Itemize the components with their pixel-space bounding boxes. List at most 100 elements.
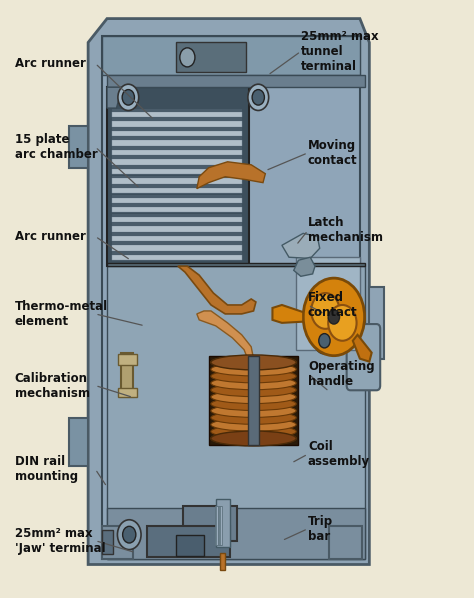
Ellipse shape: [211, 411, 296, 424]
Text: Thermo-metal
element: Thermo-metal element: [15, 300, 108, 328]
Bar: [102, 36, 360, 559]
Bar: [112, 118, 242, 121]
Circle shape: [328, 305, 356, 341]
Bar: [118, 354, 137, 365]
Circle shape: [180, 48, 195, 67]
Bar: [112, 150, 242, 155]
Bar: [218, 506, 219, 545]
Bar: [112, 245, 242, 251]
Bar: [102, 530, 113, 554]
Text: Moving
contact: Moving contact: [308, 139, 357, 167]
Polygon shape: [178, 266, 256, 314]
Bar: [107, 266, 365, 559]
Polygon shape: [369, 287, 383, 359]
Bar: [112, 223, 242, 225]
Ellipse shape: [211, 363, 296, 376]
Text: DIN rail
mounting: DIN rail mounting: [15, 455, 78, 483]
Circle shape: [314, 328, 335, 354]
Polygon shape: [107, 87, 121, 108]
Circle shape: [319, 334, 330, 348]
Ellipse shape: [211, 425, 296, 438]
Bar: [107, 508, 365, 559]
Bar: [112, 194, 242, 197]
Bar: [112, 175, 242, 178]
Bar: [112, 109, 242, 111]
Polygon shape: [88, 19, 369, 565]
Bar: [107, 75, 365, 87]
Bar: [107, 263, 365, 266]
Circle shape: [328, 310, 339, 324]
Bar: [112, 207, 242, 212]
Bar: [112, 131, 242, 136]
Bar: [112, 252, 242, 254]
Bar: [102, 36, 360, 75]
Bar: [112, 157, 242, 159]
Polygon shape: [294, 257, 315, 276]
Bar: [102, 526, 133, 559]
Bar: [112, 169, 242, 174]
Bar: [112, 213, 242, 216]
Ellipse shape: [211, 404, 296, 417]
Bar: [112, 255, 242, 260]
Bar: [112, 166, 242, 169]
Bar: [112, 226, 242, 231]
Bar: [147, 526, 230, 557]
Bar: [112, 128, 242, 130]
Ellipse shape: [211, 390, 296, 404]
Polygon shape: [353, 335, 372, 362]
Bar: [182, 506, 237, 541]
Bar: [112, 141, 242, 146]
Ellipse shape: [211, 355, 296, 370]
Polygon shape: [69, 419, 88, 466]
Bar: [118, 389, 137, 398]
Ellipse shape: [211, 377, 296, 390]
Bar: [107, 87, 249, 266]
Bar: [112, 160, 242, 165]
Bar: [112, 147, 242, 150]
Bar: [220, 506, 222, 545]
Text: Coil
assembly: Coil assembly: [308, 440, 370, 468]
Bar: [121, 353, 133, 398]
Bar: [175, 42, 246, 72]
Bar: [248, 356, 259, 445]
Bar: [112, 112, 242, 117]
Ellipse shape: [211, 383, 296, 396]
Circle shape: [248, 84, 269, 111]
Text: Latch
mechanism: Latch mechanism: [308, 216, 383, 245]
Bar: [112, 197, 242, 203]
Bar: [112, 236, 242, 241]
Bar: [112, 121, 242, 127]
Bar: [112, 185, 242, 187]
Bar: [175, 535, 204, 556]
Bar: [112, 204, 242, 206]
Ellipse shape: [211, 432, 296, 445]
Circle shape: [303, 278, 365, 356]
Bar: [112, 138, 242, 140]
Ellipse shape: [211, 397, 296, 410]
Text: Trip
bar: Trip bar: [308, 515, 333, 543]
Text: Operating
handle: Operating handle: [308, 359, 374, 388]
Bar: [216, 499, 230, 547]
Text: Arc runner: Arc runner: [15, 230, 86, 243]
Ellipse shape: [211, 370, 296, 383]
Polygon shape: [282, 233, 319, 258]
Text: 25mm² max
'Jaw' terminal: 25mm² max 'Jaw' terminal: [15, 527, 106, 554]
Text: Fixed
contact: Fixed contact: [308, 291, 357, 319]
Bar: [329, 526, 362, 559]
Bar: [219, 553, 225, 570]
Circle shape: [252, 90, 264, 105]
Ellipse shape: [211, 356, 296, 369]
Bar: [112, 242, 242, 245]
Circle shape: [118, 84, 139, 111]
Bar: [209, 356, 299, 445]
Ellipse shape: [211, 418, 296, 431]
Bar: [296, 257, 360, 350]
Bar: [112, 178, 242, 184]
Polygon shape: [197, 311, 254, 362]
Circle shape: [118, 520, 141, 550]
Ellipse shape: [211, 431, 296, 446]
Polygon shape: [273, 305, 303, 323]
Text: 25mm² max
tunnel
terminal: 25mm² max tunnel terminal: [301, 30, 378, 73]
Text: Calibration
mechanism: Calibration mechanism: [15, 371, 90, 399]
Bar: [112, 216, 242, 222]
